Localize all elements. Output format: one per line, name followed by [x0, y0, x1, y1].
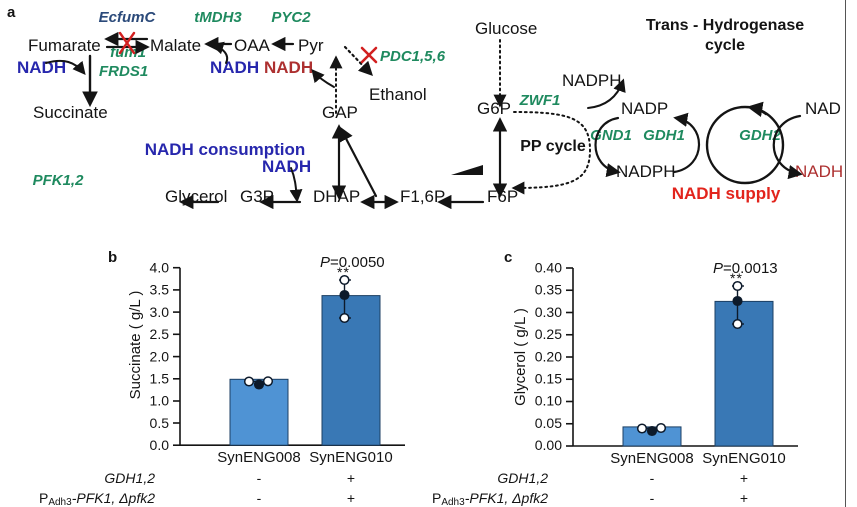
svg-text:**: **: [730, 270, 743, 286]
svg-text:PYC2: PYC2: [271, 9, 311, 26]
svg-text:0.10: 0.10: [535, 393, 562, 409]
svg-text:NAD: NAD: [805, 99, 841, 118]
svg-text:SynENG008: SynENG008: [610, 450, 693, 467]
svg-text:NADPH: NADPH: [616, 162, 676, 181]
svg-text:-: -: [650, 470, 655, 486]
svg-text:EcfumC: EcfumC: [99, 9, 157, 26]
svg-text:Pyr: Pyr: [298, 36, 324, 55]
svg-text:2.5: 2.5: [150, 326, 170, 342]
svg-text:G6P: G6P: [477, 99, 511, 118]
svg-text:+: +: [347, 470, 355, 486]
svg-text:NADPH: NADPH: [562, 71, 622, 90]
svg-text:b: b: [108, 250, 117, 266]
svg-text:0.15: 0.15: [535, 371, 562, 387]
svg-text:Ethanol: Ethanol: [369, 85, 427, 104]
svg-text:PFK1,2: PFK1,2: [33, 172, 85, 189]
svg-text:DHAP: DHAP: [313, 187, 360, 206]
svg-text:NADH: NADH: [264, 58, 313, 77]
svg-text:0.40: 0.40: [535, 260, 562, 276]
svg-text:2.0: 2.0: [150, 348, 170, 364]
svg-text:P=0.0050: P=0.0050: [320, 254, 385, 271]
svg-text:**: **: [337, 264, 350, 280]
svg-text:PDC1,5,6: PDC1,5,6: [380, 48, 446, 65]
svg-text:GDH1: GDH1: [643, 127, 685, 144]
svg-text:0.35: 0.35: [535, 282, 562, 298]
svg-text:0.05: 0.05: [535, 415, 562, 431]
svg-text:GDH1,2: GDH1,2: [497, 470, 548, 486]
svg-text:1.5: 1.5: [150, 371, 170, 387]
svg-text:G3P: G3P: [240, 187, 274, 206]
svg-text:GAP: GAP: [322, 103, 358, 122]
svg-text:cycle: cycle: [705, 37, 745, 54]
svg-text:Succinate ( g/L ): Succinate ( g/L ): [127, 291, 144, 400]
svg-text:4.0: 4.0: [150, 260, 170, 276]
svg-text:GDH1,2: GDH1,2: [104, 470, 155, 486]
svg-text:Glucose: Glucose: [475, 19, 537, 38]
svg-text:+: +: [740, 470, 748, 486]
svg-text:0.00: 0.00: [535, 437, 562, 453]
svg-text:PAdh3-PFK1, Δpfk2: PAdh3-PFK1, Δpfk2: [432, 490, 548, 507]
svg-text:Glycerol ( g/L ): Glycerol ( g/L ): [512, 308, 529, 406]
svg-text:PAdh3-PFK1, Δpfk2: PAdh3-PFK1, Δpfk2: [39, 490, 155, 507]
svg-text:NADH consumption: NADH consumption: [145, 140, 306, 159]
svg-text:1.0: 1.0: [150, 393, 170, 409]
svg-text:F1,6P: F1,6P: [400, 187, 445, 206]
svg-text:0.0: 0.0: [150, 437, 170, 453]
svg-text:F6P: F6P: [487, 187, 518, 206]
svg-text:Malate: Malate: [150, 36, 201, 55]
svg-text:NADP: NADP: [621, 99, 668, 118]
svg-text:Fumarate: Fumarate: [28, 36, 101, 55]
svg-text:Succinate: Succinate: [33, 103, 108, 122]
svg-text:0.20: 0.20: [535, 348, 562, 364]
svg-text:SynENG010: SynENG010: [702, 450, 785, 467]
svg-text:FRDS1: FRDS1: [99, 63, 148, 80]
svg-text:0.25: 0.25: [535, 326, 562, 342]
svg-text:0.5: 0.5: [150, 415, 170, 431]
svg-text:-: -: [257, 470, 262, 486]
svg-text:Glycerol: Glycerol: [165, 187, 227, 206]
svg-text:NADH: NADH: [210, 58, 259, 77]
svg-text:ZWF1: ZWF1: [519, 92, 561, 109]
svg-text:-: -: [257, 490, 262, 506]
svg-text:3.5: 3.5: [150, 282, 170, 298]
svg-text:-: -: [650, 490, 655, 506]
svg-text:+: +: [347, 490, 355, 506]
svg-text:Trans - Hydrogenase: Trans - Hydrogenase: [646, 17, 804, 34]
svg-text:PP cycle: PP cycle: [520, 138, 586, 155]
svg-text:a: a: [7, 4, 16, 21]
svg-text:P=0.0013: P=0.0013: [713, 260, 778, 277]
svg-text:NADH supply: NADH supply: [672, 184, 781, 203]
svg-text:OAA: OAA: [234, 36, 271, 55]
svg-text:tMDH3: tMDH3: [194, 9, 242, 26]
svg-text:NADH: NADH: [262, 157, 311, 176]
svg-text:+: +: [740, 490, 748, 506]
svg-text:SynENG010: SynENG010: [309, 449, 392, 466]
svg-text:NADH: NADH: [795, 162, 843, 181]
svg-text:0.30: 0.30: [535, 304, 562, 320]
svg-text:3.0: 3.0: [150, 304, 170, 320]
svg-text:c: c: [504, 250, 512, 266]
svg-text:SynENG008: SynENG008: [217, 449, 300, 466]
